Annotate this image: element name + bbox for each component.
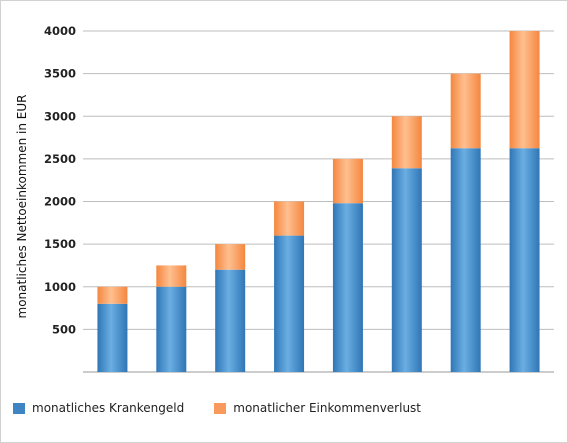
y-tick-label: 1500: [44, 237, 76, 251]
y-tick-label: 3000: [44, 109, 76, 123]
y-axis-title: monatliches Nettoeinkommen in EUR: [15, 95, 29, 319]
bar-segment-krankengeld: [509, 148, 540, 372]
bar-segment-einkommenverlust: [97, 286, 128, 304]
bar-segment-einkommenverlust: [215, 244, 246, 270]
y-tick-label: 2500: [44, 152, 76, 166]
bar-segment-krankengeld: [450, 148, 481, 372]
bar-segment-einkommenverlust: [391, 116, 422, 169]
bar-segment-einkommenverlust: [274, 201, 305, 236]
bar-segment-einkommenverlust: [332, 158, 363, 204]
bar-segment-krankengeld: [215, 269, 246, 372]
bar-segment-einkommenverlust: [450, 73, 481, 149]
y-tick-label: 2000: [44, 195, 76, 209]
bar-segment-einkommenverlust: [156, 265, 187, 287]
bar-segment-einkommenverlust: [509, 31, 540, 149]
legend-label-einkommenverlust: monatlicher Einkommenverlust: [233, 401, 422, 415]
bar-segment-krankengeld: [332, 203, 363, 372]
legend-swatch-einkommenverlust: [214, 402, 227, 414]
chart-legend: monatliches Krankengeld monatlicher Eink…: [13, 401, 451, 415]
y-tick-label: 500: [52, 322, 76, 336]
bar-segment-krankengeld: [156, 286, 187, 372]
bar-segment-krankengeld: [391, 168, 422, 372]
legend-item-einkommenverlust: monatlicher Einkommenverlust: [214, 401, 421, 415]
legend-swatch-krankengeld: [13, 402, 25, 414]
bar-segment-krankengeld: [274, 235, 305, 372]
bar-segment-krankengeld: [97, 303, 128, 372]
y-tick-label: 4000: [44, 24, 76, 38]
legend-label-krankengeld: monatliches Krankengeld: [32, 401, 185, 415]
legend-item-krankengeld: monatliches Krankengeld: [13, 401, 184, 415]
y-tick-label: 3500: [44, 67, 76, 81]
y-tick-label: 1000: [44, 280, 76, 294]
